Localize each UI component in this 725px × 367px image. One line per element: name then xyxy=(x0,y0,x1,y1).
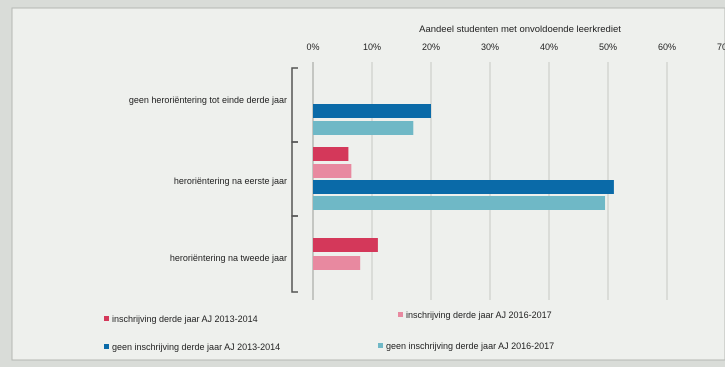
x-tick-label: 70% xyxy=(717,42,725,52)
x-axis-ticks: 0% 10% 20% 30% 40% 50% 60% 70% xyxy=(306,42,725,52)
legend-label: inschrijving derde jaar AJ 2013-2014 xyxy=(112,314,258,324)
bar xyxy=(313,121,414,135)
legend-label: geen inschrijving derde jaar AJ 2016-201… xyxy=(386,341,554,351)
bar xyxy=(313,147,349,161)
bars xyxy=(313,104,614,270)
legend-swatch xyxy=(398,312,403,317)
bar xyxy=(313,164,352,178)
legend-swatch xyxy=(378,343,383,348)
category-label: heroriëntering na tweede jaar xyxy=(170,253,287,263)
bar xyxy=(313,256,361,270)
legend-label: geen inschrijving derde jaar AJ 2013-201… xyxy=(112,342,280,352)
bar xyxy=(313,196,606,210)
x-tick-label: 60% xyxy=(658,42,676,52)
category-label: heroriëntering na eerste jaar xyxy=(174,176,287,186)
category-bracket xyxy=(291,215,298,293)
x-tick-label: 20% xyxy=(422,42,440,52)
x-tick-label: 0% xyxy=(306,42,319,52)
category-label: geen heroriëntering tot einde derde jaar xyxy=(129,95,287,105)
bar xyxy=(313,238,378,252)
x-tick-label: 10% xyxy=(363,42,381,52)
x-tick-label: 30% xyxy=(481,42,499,52)
bar xyxy=(313,104,431,118)
legend-swatch xyxy=(104,316,109,321)
legend-swatch xyxy=(104,344,109,349)
bar xyxy=(313,180,614,194)
x-tick-label: 50% xyxy=(599,42,617,52)
x-axis-title: Aandeel studenten met onvoldoende leerkr… xyxy=(419,24,621,35)
category-labels: geen heroriëntering tot einde derde jaar… xyxy=(129,95,287,263)
legend-label: inschrijving derde jaar AJ 2016-2017 xyxy=(406,310,552,320)
legend: inschrijving derde jaar AJ 2013-2014 insc… xyxy=(104,310,554,352)
category-brackets xyxy=(291,67,298,293)
x-tick-label: 40% xyxy=(540,42,558,52)
